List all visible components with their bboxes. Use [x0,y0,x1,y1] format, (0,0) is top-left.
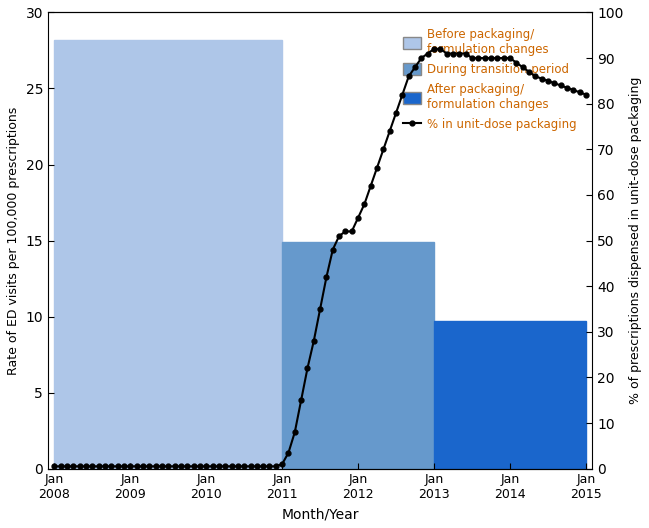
Y-axis label: % of prescriptions dispensed in unit-dose packaging: % of prescriptions dispensed in unit-dos… [629,77,642,404]
Bar [434,321,586,469]
Legend: Before packaging/
formulation changes, During transition period, After packaging: Before packaging/ formulation changes, D… [398,23,581,136]
Bar [55,40,282,469]
Bar [282,242,434,469]
X-axis label: Month/Year: Month/Year [282,507,359,521]
Y-axis label: Rate of ED visits per 100,000 prescriptions: Rate of ED visits per 100,000 prescripti… [7,107,20,375]
